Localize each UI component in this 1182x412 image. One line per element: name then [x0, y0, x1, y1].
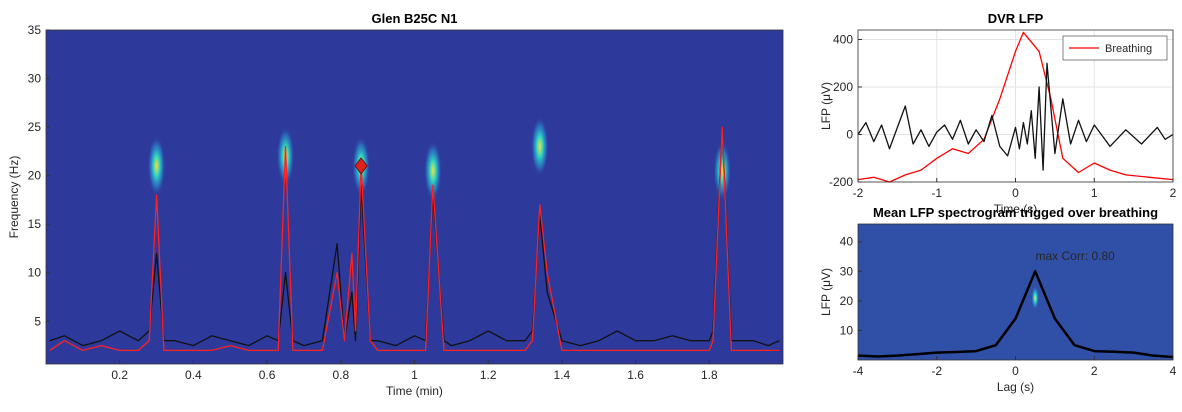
spectral-hotspot: [530, 116, 549, 177]
chart-title: Glen B25C N1: [372, 11, 458, 26]
x-tick-label: -4: [853, 364, 864, 378]
x-tick-label: 2: [1170, 186, 1177, 200]
plot-background: [858, 224, 1173, 360]
data-line: [49, 126, 780, 352]
x-tick-label: 1.6: [627, 368, 644, 382]
x-axis-label: Lag (s): [997, 380, 1034, 394]
y-tick-label: 20: [840, 294, 854, 308]
data-line: [857, 270, 1174, 359]
x-tick-label: 0.8: [332, 368, 349, 382]
marker: [354, 157, 368, 175]
x-tick-label: 0.4: [185, 368, 202, 382]
y-tick-label: 30: [840, 264, 854, 278]
spectral-hotspot: [424, 140, 442, 201]
x-tick-label: 1: [411, 368, 418, 382]
y-tick-label: 25: [28, 120, 42, 134]
x-axis-label: Time (min): [386, 384, 443, 398]
x-tick-label: -2: [931, 364, 942, 378]
x-tick-label: 0: [1012, 364, 1019, 378]
x-tick-label: 0.6: [259, 368, 276, 382]
x-tick-label: -2: [853, 186, 864, 200]
y-tick-label: 200: [833, 80, 853, 94]
x-tick-label: 2: [1091, 364, 1098, 378]
data-line: [857, 31, 1174, 183]
chart-title: Mean LFP spectrogram trigged over breath…: [873, 205, 1158, 220]
y-tick-label: 30: [28, 72, 42, 86]
y-axis-label: LFP (μV): [819, 82, 833, 130]
x-tick-label: 1.2: [480, 368, 497, 382]
plot-background: [46, 30, 783, 364]
y-tick-label: 5: [34, 314, 41, 328]
y-axis-label: Frequency (Hz): [7, 156, 21, 239]
y-tick-label: 10: [28, 266, 42, 280]
x-tick-label: -1: [931, 186, 942, 200]
y-axis-label: LFP (μV): [819, 268, 833, 316]
x-tick-label: 1: [1091, 186, 1098, 200]
y-tick-label: 40: [840, 235, 854, 249]
spectral-hotspot: [147, 135, 166, 196]
x-tick-label: 1.8: [701, 368, 718, 382]
x-tick-label: 4: [1170, 364, 1177, 378]
y-tick-label: 10: [840, 323, 854, 337]
y-tick-label: 0: [846, 128, 853, 142]
x-tick-label: 1.4: [554, 368, 571, 382]
data-line: [49, 126, 780, 347]
x-tick-label: 0: [1012, 186, 1019, 200]
x-axis-label: Time (s): [994, 202, 1038, 216]
chart-title: DVR LFP: [988, 11, 1044, 26]
legend-label: Breathing: [1105, 43, 1152, 55]
spectral-hotspot: [1031, 285, 1039, 311]
y-tick-label: -200: [829, 175, 853, 189]
spectral-hotspot: [713, 140, 732, 201]
y-tick-label: 15: [28, 217, 42, 231]
annotation: max Corr: 0.80: [1036, 249, 1116, 263]
x-tick-label: 0.2: [111, 368, 128, 382]
y-tick-label: 35: [28, 23, 42, 37]
y-tick-label: 20: [28, 169, 42, 183]
data-line: [857, 62, 1174, 171]
y-tick-label: 400: [833, 33, 853, 47]
